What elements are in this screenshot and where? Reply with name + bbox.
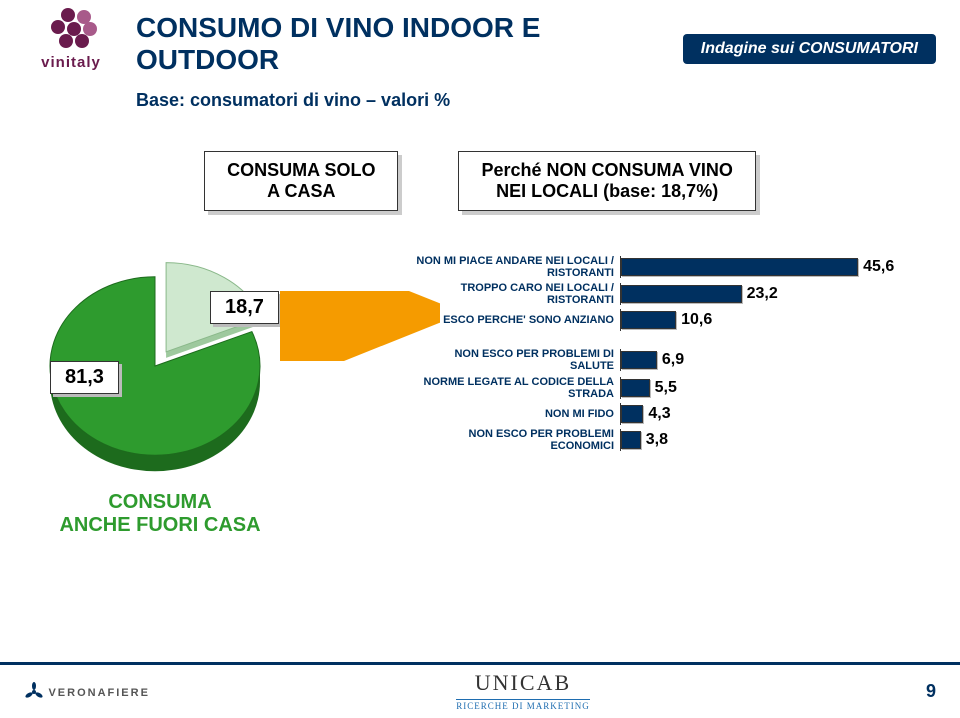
bar-fill: 5,5 [621, 379, 650, 397]
bar-track: 10,6 [620, 309, 890, 331]
pie-value-a: 81,3 [50, 361, 119, 394]
footer-center-main: UNICAB [150, 670, 896, 696]
bar-value: 45,6 [863, 258, 894, 276]
bar-fill: 10,6 [621, 311, 676, 329]
bar-fill: 23,2 [621, 285, 742, 303]
bar-value: 3,8 [646, 431, 668, 449]
arrow-icon [280, 291, 440, 361]
bar-track: 4,3 [620, 403, 890, 425]
bar-row: TROPPO CARO NEI LOCALI / RISTORANTI23,2 [410, 282, 930, 306]
bar-track: 23,2 [620, 283, 890, 305]
bar-fill: 3,8 [621, 431, 641, 449]
bar-row: NON ESCO PER PROBLEMI ECONOMICI3,8 [410, 428, 930, 452]
bar-label: NON MI FIDO [410, 408, 620, 420]
bar-track: 45,6 [620, 256, 890, 278]
bar-label: NON ESCO PERCHE' SONO ANZIANO [410, 314, 620, 326]
bar-value: 6,9 [662, 351, 684, 369]
subhead-right-box: Perché NON CONSUMA VINONEI LOCALI (base:… [458, 151, 755, 211]
bar-row: NON ESCO PERCHE' SONO ANZIANO10,6 [410, 309, 930, 331]
pie-value-b: 18,7 [210, 291, 279, 324]
footer-center: UNICAB RICERCHE DI MARKETING [150, 670, 896, 714]
page-number: 9 [896, 681, 936, 702]
bar-row: NON MI PIACE ANDARE NEI LOCALI / RISTORA… [410, 255, 930, 279]
bar-label: NORME LEGATE AL CODICE DELLA STRADA [410, 376, 620, 400]
pie-column: 81,3 18,7 CONSUMAANCHE FUORI CASA [30, 251, 410, 551]
slide-title: CONSUMO DI VINO INDOOR E OUTDOOR [136, 12, 683, 76]
base-text: Base: consumatori di vino – valori % [136, 90, 683, 111]
footer-center-sub: RICERCHE DI MARKETING [456, 699, 590, 711]
bar-value: 23,2 [747, 285, 778, 303]
title-column: CONSUMO DI VINO INDOOR E OUTDOOR Base: c… [126, 8, 683, 111]
bar-fill: 6,9 [621, 351, 657, 369]
grape-icon [41, 8, 101, 52]
bar-track: 6,9 [620, 349, 890, 371]
bar-label: TROPPO CARO NEI LOCALI / RISTORANTI [410, 282, 620, 306]
bar-row: NON MI FIDO4,3 [410, 403, 930, 425]
footer-left: VERONAFIERE [24, 682, 150, 702]
bar-chart: NON MI PIACE ANDARE NEI LOCALI / RISTORA… [410, 251, 930, 455]
chart-area: 81,3 18,7 CONSUMAANCHE FUORI CASA NON MI… [0, 251, 960, 551]
header: vinitaly CONSUMO DI VINO INDOOR E OUTDOO… [0, 0, 960, 111]
vinitaly-logo: vinitaly [16, 8, 126, 71]
bar-row: NON ESCO PER PROBLEMI DI SALUTE6,9 [410, 348, 930, 372]
footer: VERONAFIERE UNICAB RICERCHE DI MARKETING… [0, 662, 960, 718]
bar-value: 10,6 [681, 311, 712, 329]
bar-label: NON ESCO PER PROBLEMI DI SALUTE [410, 348, 620, 372]
bar-value: 5,5 [655, 379, 677, 397]
bar-value: 4,3 [648, 405, 670, 423]
pie-caption: CONSUMAANCHE FUORI CASA [50, 491, 270, 537]
subhead-row: CONSUMA SOLOA CASA Perché NON CONSUMA VI… [0, 151, 960, 211]
bar-track: 5,5 [620, 377, 890, 399]
subhead-left-box: CONSUMA SOLOA CASA [204, 151, 398, 211]
bar-label: NON MI PIACE ANDARE NEI LOCALI / RISTORA… [410, 255, 620, 279]
propeller-icon [24, 682, 44, 702]
bar-label: NON ESCO PER PROBLEMI ECONOMICI [410, 428, 620, 452]
bar-fill: 4,3 [621, 405, 643, 423]
bar-row: NORME LEGATE AL CODICE DELLA STRADA5,5 [410, 376, 930, 400]
footer-left-text: VERONAFIERE [48, 687, 149, 699]
logo-text: vinitaly [41, 54, 101, 71]
bar-fill: 45,6 [621, 258, 858, 276]
survey-badge: Indagine sui CONSUMATORI [683, 34, 936, 64]
bar-track: 3,8 [620, 429, 890, 451]
